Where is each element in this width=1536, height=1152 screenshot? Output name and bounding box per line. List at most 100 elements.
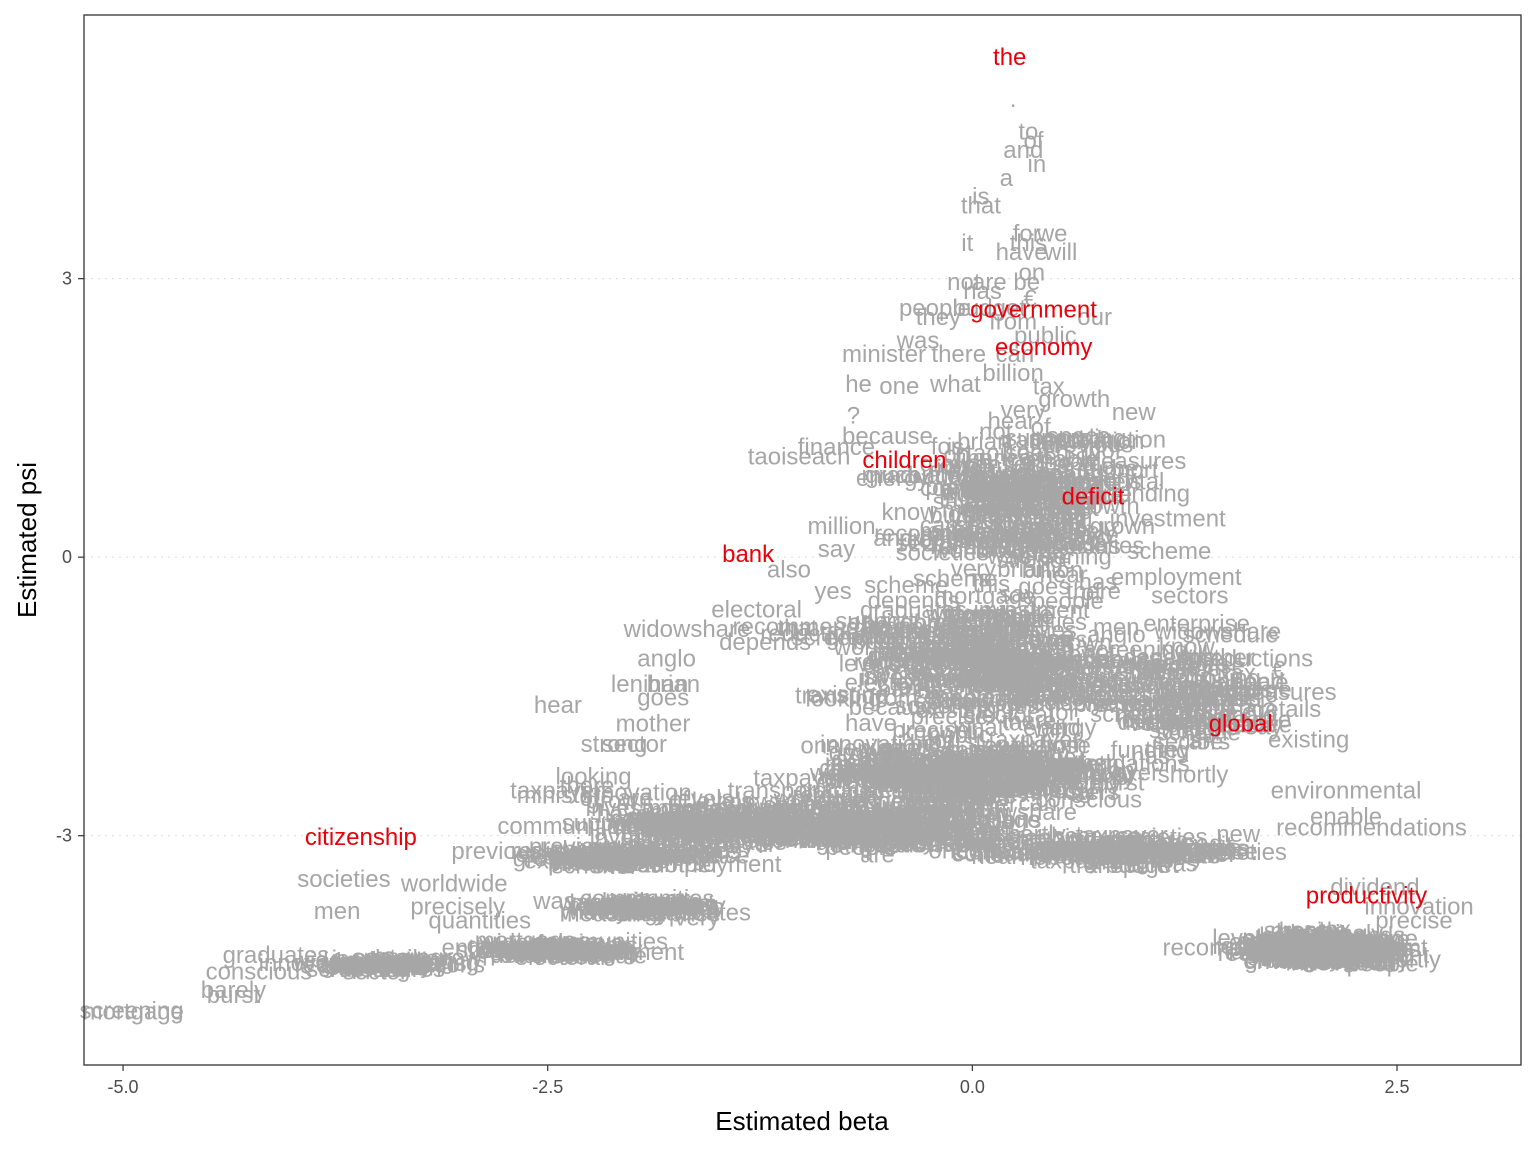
- word-label-82: space: [686, 843, 750, 870]
- word-label-56: sectors: [1151, 583, 1228, 610]
- word-cloud-core-108: previous: [925, 474, 1016, 501]
- word-label-61: depends: [719, 629, 811, 656]
- word-cloud-mid-11: conscious: [1043, 647, 1150, 674]
- word-cloud-core-33: looking: [966, 482, 1042, 509]
- word-cloud-mid-134: existing: [1092, 673, 1173, 700]
- word-cloud-mid-71: people: [956, 617, 1028, 644]
- word-cloud-core-113: ministers: [978, 529, 1074, 556]
- word-cloud-core-3: grown: [960, 520, 1025, 547]
- word-cloud-core-121: our: [908, 462, 943, 489]
- highlighted-word-children: children: [862, 447, 946, 474]
- word-cloud-mid-142: have: [1026, 670, 1078, 697]
- word-cloud-mid-125: measures: [982, 627, 1087, 654]
- word-label-66: goes: [637, 685, 689, 712]
- x-tick-label-3: 2.5: [1384, 1077, 1409, 1097]
- word-cloud-mid-1: know: [1004, 651, 1061, 678]
- word-cloud-mid-104: barely: [962, 643, 1027, 670]
- word-cloud-core-20: existing: [948, 459, 1029, 486]
- word-cloud-core-52: much: [936, 455, 995, 482]
- word-cloud-mid-121: are: [1002, 676, 1037, 703]
- word-cloud-mid-96: lenihan: [964, 655, 1041, 682]
- word-cloud-mid-114: space: [1125, 651, 1189, 678]
- word-cloud-core-157: is: [973, 566, 990, 593]
- word-cloud-core-40: recommendations: [930, 533, 1121, 560]
- word-cloud-core-31: and: [873, 525, 913, 552]
- word-cloud-mid-39: on: [1012, 684, 1039, 711]
- word-cloud-core-45: can: [1016, 482, 1055, 509]
- word-cloud-core-1: say: [933, 488, 970, 515]
- word-cloud-mid-148: our: [952, 643, 987, 670]
- highlighted-word-productivity: productivity: [1306, 882, 1427, 909]
- word-cloud-mid-45: in: [933, 614, 952, 641]
- word-cloud-core-146: is: [947, 434, 964, 461]
- word-cloud-mid-90: support: [835, 608, 915, 635]
- word-cloud-core-153: ministers: [919, 518, 1015, 545]
- word-cloud-mid-127: communities: [952, 609, 1087, 636]
- word-cloud-mid-67: sectors: [992, 626, 1069, 653]
- word-cloud-core-134: growth: [1029, 474, 1101, 501]
- word-label-5: a: [1000, 165, 1014, 192]
- word-cloud-mid-103: not: [1010, 606, 1044, 633]
- word-cloud-mid-123: precise: [892, 717, 969, 744]
- word-cloud-core-133: hear: [988, 408, 1036, 435]
- highlighted-word-bank: bank: [722, 541, 775, 568]
- word-cloud-low-196: will: [964, 751, 998, 778]
- word-cloud-mid-9: widowshare: [925, 601, 1053, 628]
- y-tick-label-2: -3: [56, 826, 72, 846]
- y-axis-title: Estimated psi: [12, 462, 42, 618]
- word-cloud-mid-29: that: [777, 615, 817, 642]
- word-cloud-mid-19: has: [976, 654, 1015, 681]
- word-cloud-mid-37: minister: [903, 648, 987, 675]
- word-cloud-core-114: levels: [1015, 480, 1076, 507]
- word-cloud-core-71: transport: [963, 496, 1058, 523]
- word-cloud-mid-50: very: [995, 660, 1040, 687]
- word-cloud-low-198: anglo: [996, 757, 1055, 784]
- word-cloud-mid-85: grown: [854, 615, 919, 642]
- word-cloud-mid-7: he: [877, 625, 904, 652]
- word-cloud-mid-94: of: [974, 652, 994, 679]
- word-cloud-mid-130: transport: [952, 662, 1047, 689]
- word-cloud-mid-76: it: [1018, 668, 1030, 695]
- word-cloud-mid-102: men: [1093, 614, 1140, 641]
- word-cloud-core-37: screening: [999, 474, 1103, 501]
- word-cloud-mid-32: screening: [865, 618, 969, 645]
- word-cloud-band4-79: societies: [1155, 836, 1248, 863]
- word-label-100: shortly: [1370, 947, 1441, 974]
- word-cloud-mid-58: billion: [917, 640, 978, 667]
- word-cloud-core-51: nobody: [1003, 480, 1082, 507]
- word-cloud-mid-92: because: [849, 694, 940, 721]
- word-cloud-mid-3: they: [916, 623, 961, 650]
- y-tick-label-1: 0: [62, 547, 72, 567]
- word-cloud-core-84: graduates: [865, 462, 972, 489]
- word-cloud-core-83: also: [967, 489, 1011, 516]
- word-cloud-mid-115: investment: [885, 640, 1001, 667]
- word-label-102: ahead: [1279, 935, 1346, 962]
- word-cloud-mid-75: funding: [929, 685, 1008, 712]
- word-cloud-core-54: space: [1068, 481, 1132, 508]
- word-cloud-core-90: reductions: [968, 514, 1079, 541]
- word-cloud-left5-39: goes: [378, 951, 430, 978]
- word-cloud-mid-122: graduates: [977, 685, 1084, 712]
- word-cloud-mid-108: reductions: [854, 649, 965, 676]
- word-cloud-mid-120: people: [987, 661, 1059, 688]
- word-cloud-mid-10: tax: [946, 600, 978, 627]
- word-cloud-mid-107: electoral: [845, 670, 936, 697]
- word-cloud-low-195: .: [905, 718, 912, 745]
- word-cloud-mid-24: there: [1007, 682, 1062, 709]
- word-cloud-core-30: much: [979, 473, 1038, 500]
- word-cloud-mid-98: precisely: [963, 663, 1058, 690]
- word-cloud-core-86: burst: [992, 521, 1046, 548]
- word-cloud-mid-13: existing: [1127, 689, 1208, 716]
- word-cloud-core-159: grown: [999, 466, 1064, 493]
- highlighted-word-the: the: [993, 44, 1026, 71]
- word-cloud-low-178: one: [880, 735, 920, 762]
- word-cloud-core-100: looking: [975, 537, 1051, 564]
- word-cloud-mid-146: be: [963, 628, 990, 655]
- word-cloud-core-88: a: [1018, 466, 1032, 493]
- word-cloud-mid-41: recommendations: [992, 669, 1183, 696]
- word-cloud-mid-79: levels: [839, 651, 900, 678]
- word-cloud-core-117: conscious: [963, 452, 1070, 479]
- word-cloud-core-104: graduates: [1001, 461, 1108, 488]
- word-cloud-core-101: budget: [1025, 495, 1099, 522]
